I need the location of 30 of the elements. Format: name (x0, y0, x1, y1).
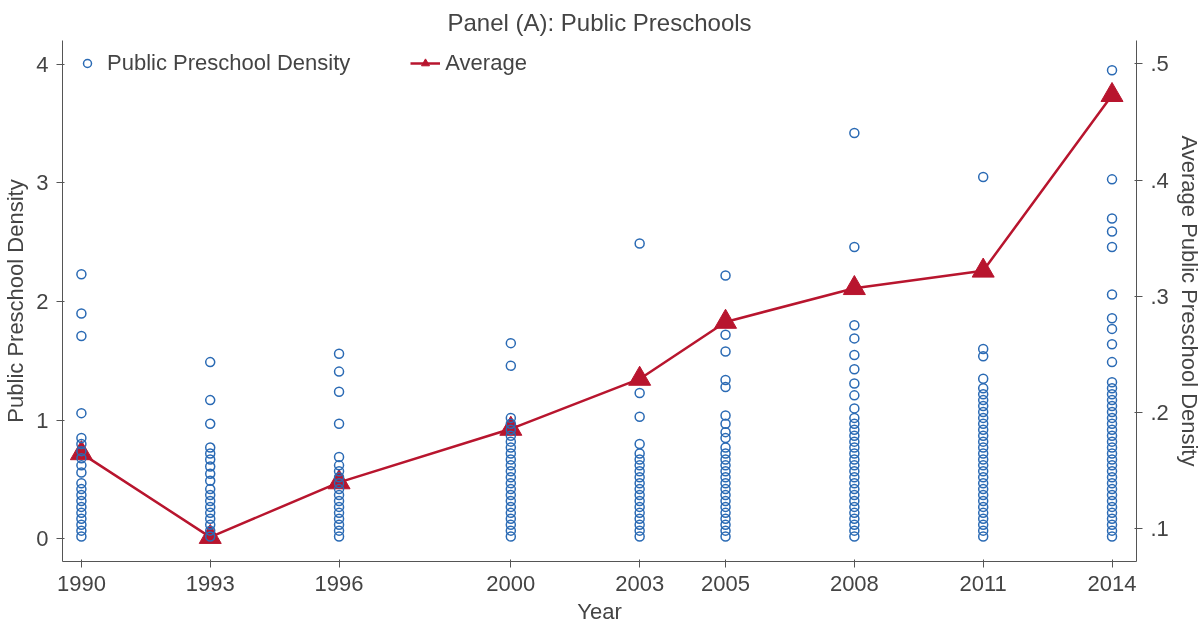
y-tick-label: 1 (36, 407, 49, 433)
y-tick-label: 2 (36, 289, 49, 315)
y-tick-label: 0 (36, 526, 49, 552)
y2-tick-label: .5 (1150, 51, 1169, 77)
y2-tick-label: .1 (1150, 516, 1169, 542)
point (1100, 81, 1124, 103)
legend-label: Public Preschool Density (107, 50, 351, 76)
x-tick-label: 1993 (185, 570, 235, 596)
y2-axis-title: Average Public Preschool Density (1176, 135, 1202, 467)
point (628, 365, 652, 386)
x-tick-label: 2005 (701, 570, 751, 596)
x-tick-label: 1990 (56, 570, 106, 596)
x-tick-label: 2008 (829, 570, 879, 596)
legend-label: Average (445, 50, 527, 76)
x-tick-label: 2011 (959, 570, 1007, 596)
x-axis-title: Year (577, 598, 622, 624)
point (842, 275, 866, 296)
x-tick-label: 2000 (486, 570, 536, 596)
y-tick-label: 4 (36, 51, 49, 77)
point (971, 257, 995, 278)
y2-tick-label: .4 (1150, 167, 1169, 193)
y-axis-title: Public Preschool Density (3, 179, 29, 423)
y-tick-label: 3 (36, 170, 49, 196)
point (714, 308, 738, 329)
y2-tick-label: .3 (1150, 283, 1169, 309)
x-tick-label: 2014 (1087, 570, 1137, 596)
y2-tick-label: .2 (1150, 400, 1169, 426)
x-tick-label: 2003 (615, 570, 665, 596)
x-tick-label: 1996 (314, 570, 364, 596)
chart-title: Panel (A): Public Preschools (447, 8, 752, 36)
